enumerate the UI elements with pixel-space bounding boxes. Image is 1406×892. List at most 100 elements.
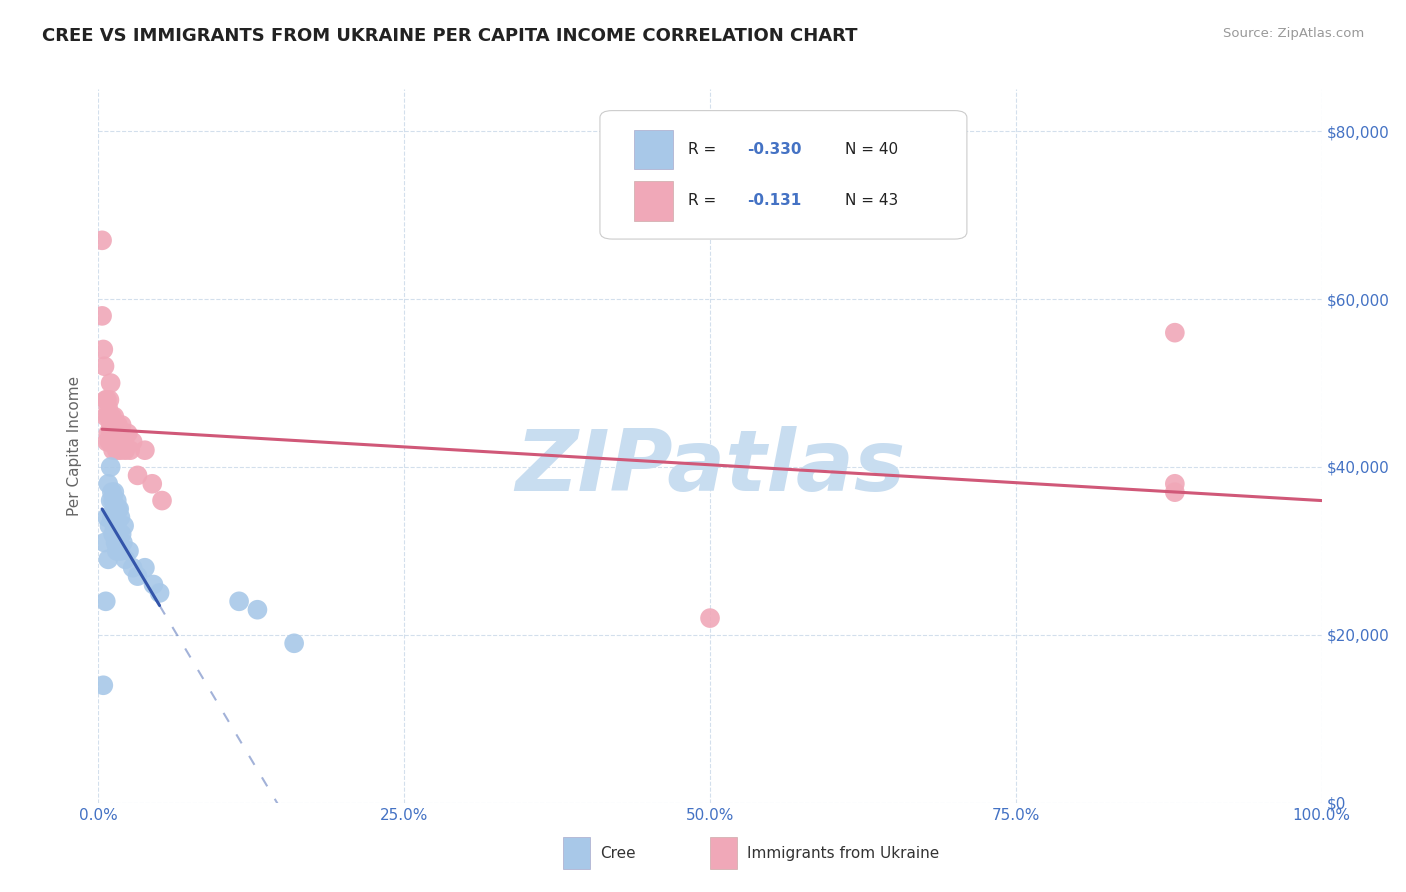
Point [110,443,132,458]
Point [91,343,114,357]
Text: CREE VS IMMIGRANTS FROM UKRAINE PER CAPITA INCOME CORRELATION CHART: CREE VS IMMIGRANTS FROM UKRAINE PER CAPI… [42,27,858,45]
Point [103,518,125,533]
Bar [564,837,591,869]
Point [100,426,122,441]
Point [103,409,125,424]
Point [149,586,172,600]
Point [101,510,124,524]
Point [98,518,121,533]
Point [97,552,120,566]
Point [91,309,114,323]
Point [1164,476,1187,491]
Point [699,611,721,625]
Point [105,544,128,558]
Point [93,359,115,374]
Point [94,594,117,608]
Point [1164,485,1187,500]
Point [228,594,250,608]
Point [111,434,134,449]
Point [104,502,127,516]
Point [283,636,305,650]
Point [127,569,149,583]
Point [134,443,156,458]
Point [117,426,139,441]
Point [103,426,125,441]
Point [101,485,124,500]
Point [111,527,134,541]
FancyBboxPatch shape [600,111,967,239]
Point [127,468,149,483]
Point [107,434,129,449]
Point [104,434,127,449]
Text: R =: R = [688,142,721,157]
Point [134,560,156,574]
Text: -0.131: -0.131 [747,194,801,209]
Text: N = 40: N = 40 [845,142,897,157]
Point [97,426,120,441]
Point [100,460,122,475]
Point [98,434,121,449]
Point [101,443,124,458]
Point [150,493,173,508]
Point [100,417,122,432]
Point [110,544,132,558]
Text: -0.330: -0.330 [747,142,801,157]
Point [107,527,129,541]
Text: ZIPatlas: ZIPatlas [515,425,905,509]
Point [107,502,129,516]
Point [141,476,163,491]
Text: N = 43: N = 43 [845,194,898,209]
Point [108,535,131,549]
Point [104,535,127,549]
Point [96,392,118,407]
Point [100,493,122,508]
Point [101,527,124,541]
Point [97,476,120,491]
Point [142,577,165,591]
Point [114,443,136,458]
Point [121,434,143,449]
Point [112,518,135,533]
Point [96,510,118,524]
Point [97,409,120,424]
Point [101,409,124,424]
Point [103,502,125,516]
Point [98,392,121,407]
Point [105,417,128,432]
Point [93,535,115,549]
Point [91,678,114,692]
Point [111,417,134,432]
Point [118,544,141,558]
Point [100,376,122,390]
Point [94,409,117,424]
Point [101,493,124,508]
Point [94,392,117,407]
Point [101,434,124,449]
Text: Immigrants from Ukraine: Immigrants from Ukraine [747,846,939,861]
Text: Source: ZipAtlas.com: Source: ZipAtlas.com [1223,27,1364,40]
Text: R =: R = [688,194,721,209]
Bar [634,130,673,169]
Point [97,401,120,416]
Point [121,560,143,574]
Point [110,510,132,524]
Point [114,552,136,566]
Point [105,443,128,458]
Point [108,426,131,441]
Point [105,518,128,533]
Bar [710,837,737,869]
Point [96,434,118,449]
Text: Cree: Cree [600,846,636,861]
Point [103,485,125,500]
Point [111,535,134,549]
Point [246,603,269,617]
Bar [634,181,673,220]
Point [107,417,129,432]
Point [91,233,114,247]
Point [108,502,131,516]
Point [120,443,142,458]
Y-axis label: Per Capita Income: Per Capita Income [67,376,83,516]
Point [101,417,124,432]
Point [105,493,128,508]
Point [1164,326,1187,340]
